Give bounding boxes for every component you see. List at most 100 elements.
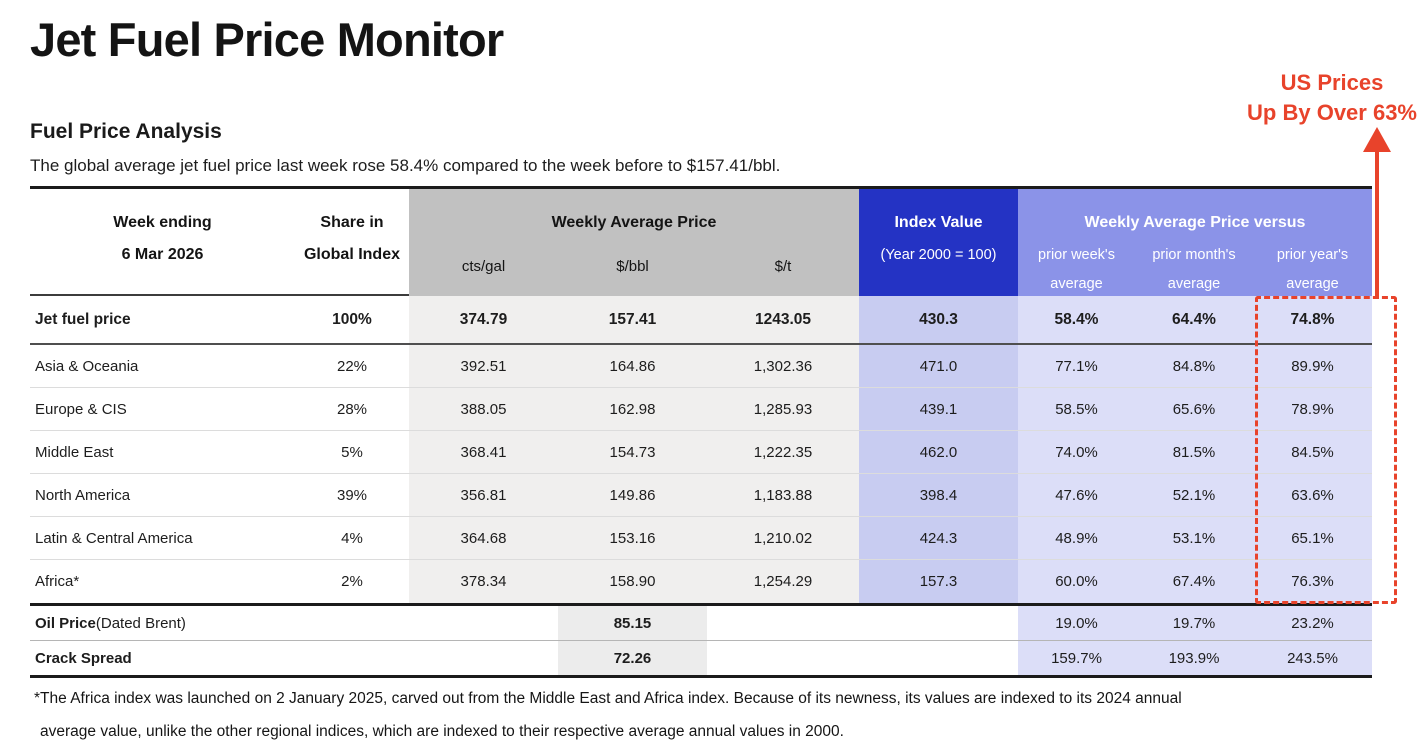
callout-line-2: Up By Over 63% — [1247, 100, 1417, 125]
index-value: 462.0 — [859, 431, 1018, 473]
header-unit-usd-bbl: $/bbl — [616, 258, 649, 275]
share-value: 28% — [336, 400, 368, 418]
usd-bbl-value: 154.73 — [558, 431, 707, 473]
usd-t-value: 1243.05 — [707, 296, 859, 343]
header-prior-weeks-average: prior week's average — [1038, 247, 1115, 292]
usd-bbl-value: 153.16 — [558, 517, 707, 559]
usd-t-value: 1,302.36 — [707, 345, 859, 387]
cts-gal-value: 364.68 — [409, 517, 558, 559]
callout-line-1: US Prices — [1280, 70, 1384, 95]
row-label: Oil Price (Dated Brent) — [35, 614, 186, 632]
vs-month-value: 53.1% — [1135, 517, 1253, 559]
vs-month-value: 81.5% — [1135, 431, 1253, 473]
usd-t-value: 1,210.02 — [707, 517, 859, 559]
usd-bbl-value: 162.98 — [558, 388, 707, 430]
vs-year-value: 65.1% — [1253, 517, 1372, 559]
usd-t-value — [707, 606, 859, 640]
us-prices-callout: US Prices Up By Over 63% — [1247, 68, 1417, 128]
vs-year-value: 243.5% — [1253, 641, 1372, 675]
table-header: Week ending 6 Mar 2026 Share in Global I… — [30, 186, 1372, 299]
vs-month-value: 52.1% — [1135, 474, 1253, 516]
up-arrow-icon — [1363, 127, 1391, 152]
vs-month-value: 193.9% — [1135, 641, 1253, 675]
row-label: Europe & CIS — [35, 400, 127, 418]
usd-bbl-value: 72.26 — [558, 641, 707, 675]
share-value — [295, 606, 409, 640]
vs-week-value: 47.6% — [1018, 474, 1135, 516]
index-value: 439.1 — [859, 388, 1018, 430]
usd-t-value: 1,254.29 — [707, 560, 859, 603]
share-value: 2% — [341, 573, 363, 590]
vs-month-value: 65.6% — [1135, 388, 1253, 430]
share-value: 39% — [336, 486, 368, 504]
header-prior-years-average: prior year's average — [1276, 247, 1349, 292]
table-row-africa: Africa* 2% 378.34 158.90 1,254.29 157.3 … — [30, 560, 1372, 603]
row-label: Latin & Central America — [35, 529, 193, 547]
vs-month-value: 64.4% — [1135, 296, 1253, 343]
vs-week-value: 60.0% — [1018, 560, 1135, 603]
footnote-line-2: average value, unlike the other regional… — [40, 723, 844, 740]
table-row-asia-oceania: Asia & Oceania 22% 392.51 164.86 1,302.3… — [30, 345, 1372, 388]
share-value — [295, 641, 409, 675]
table-row-crack-spread: Crack Spread 72.26 159.7% 193.9% 243.5% — [30, 641, 1372, 678]
share-value: 4% — [341, 529, 363, 547]
header-unit-usd-t: $/t — [774, 258, 792, 275]
intro-text: The global average jet fuel price last w… — [30, 156, 781, 175]
header-index-value: Index Value (Year 2000 = 100) — [859, 189, 1018, 299]
usd-bbl-value: 158.90 — [558, 560, 707, 603]
vs-week-value: 19.0% — [1018, 606, 1135, 640]
vs-year-value: 89.9% — [1253, 345, 1372, 387]
index-value — [859, 606, 1018, 640]
footnote-line-1: *The Africa index was launched on 2 Janu… — [34, 690, 1182, 707]
africa-index-footnote: *The Africa index was launched on 2 Janu… — [34, 682, 1374, 748]
usd-t-value: 1,285.93 — [707, 388, 859, 430]
header-price-versus-group: Weekly Average Price versus prior week's… — [1018, 189, 1372, 299]
vs-week-value: 58.4% — [1018, 296, 1135, 343]
header-versus-subcolumns: prior week's average prior month's avera… — [1018, 241, 1372, 299]
index-value: 398.4 — [859, 474, 1018, 516]
row-label: Asia & Oceania — [35, 357, 139, 375]
usd-bbl-value: 85.15 — [558, 606, 707, 640]
up-arrow-shaft — [1375, 150, 1379, 299]
page-title: Jet Fuel Price Monitor — [30, 13, 504, 66]
cts-gal-value: 374.79 — [409, 296, 558, 343]
table-row-europe-cis: Europe & CIS 28% 388.05 162.98 1,285.93 … — [30, 388, 1372, 431]
vs-week-value: 74.0% — [1018, 431, 1135, 473]
table-row-middle-east: Middle East 5% 368.41 154.73 1,222.35 46… — [30, 431, 1372, 474]
usd-t-value: 1,183.88 — [707, 474, 859, 516]
cts-gal-value: 368.41 — [409, 431, 558, 473]
index-value: 157.3 — [859, 560, 1018, 603]
vs-week-value: 77.1% — [1018, 345, 1135, 387]
header-unit-row: cts/gal $/bbl $/t — [409, 258, 859, 275]
index-value — [859, 641, 1018, 675]
vs-week-value: 58.5% — [1018, 388, 1135, 430]
header-share-in-global-index: Share in Global Index — [303, 214, 400, 263]
table-row-jet-fuel-price: Jet fuel price 100% 374.79 157.41 1243.0… — [30, 296, 1372, 345]
share-value: 100% — [332, 310, 372, 328]
usd-t-value: 1,222.35 — [707, 431, 859, 473]
share-value: 22% — [336, 357, 368, 375]
vs-week-value: 48.9% — [1018, 517, 1135, 559]
header-unit-cts-gal: cts/gal — [461, 258, 506, 275]
cts-gal-value — [409, 606, 558, 640]
table-row-latin-central-america: Latin & Central America 4% 364.68 153.16… — [30, 517, 1372, 560]
vs-month-value: 19.7% — [1135, 606, 1253, 640]
row-label: North America — [35, 486, 131, 504]
cts-gal-value — [409, 641, 558, 675]
header-week-ending: Week ending 6 Mar 2026 — [113, 214, 212, 263]
usd-bbl-value: 149.86 — [558, 474, 707, 516]
table-row-oil-price: Oil Price (Dated Brent) 85.15 19.0% 19.7… — [30, 603, 1372, 641]
fuel-price-table: Week ending 6 Mar 2026 Share in Global I… — [30, 186, 1372, 678]
table-row-north-america: North America 39% 356.81 149.86 1,183.88… — [30, 474, 1372, 517]
index-value: 471.0 — [859, 345, 1018, 387]
vs-year-value: 76.3% — [1253, 560, 1372, 603]
index-value: 430.3 — [859, 296, 1018, 343]
share-value: 5% — [341, 443, 363, 461]
row-label: Middle East — [35, 443, 114, 461]
header-weekly-average-price-group: Weekly Average Price cts/gal $/bbl $/t — [409, 189, 859, 299]
vs-year-value: 78.9% — [1253, 388, 1372, 430]
vs-year-value: 84.5% — [1253, 431, 1372, 473]
index-value: 424.3 — [859, 517, 1018, 559]
cts-gal-value: 356.81 — [409, 474, 558, 516]
